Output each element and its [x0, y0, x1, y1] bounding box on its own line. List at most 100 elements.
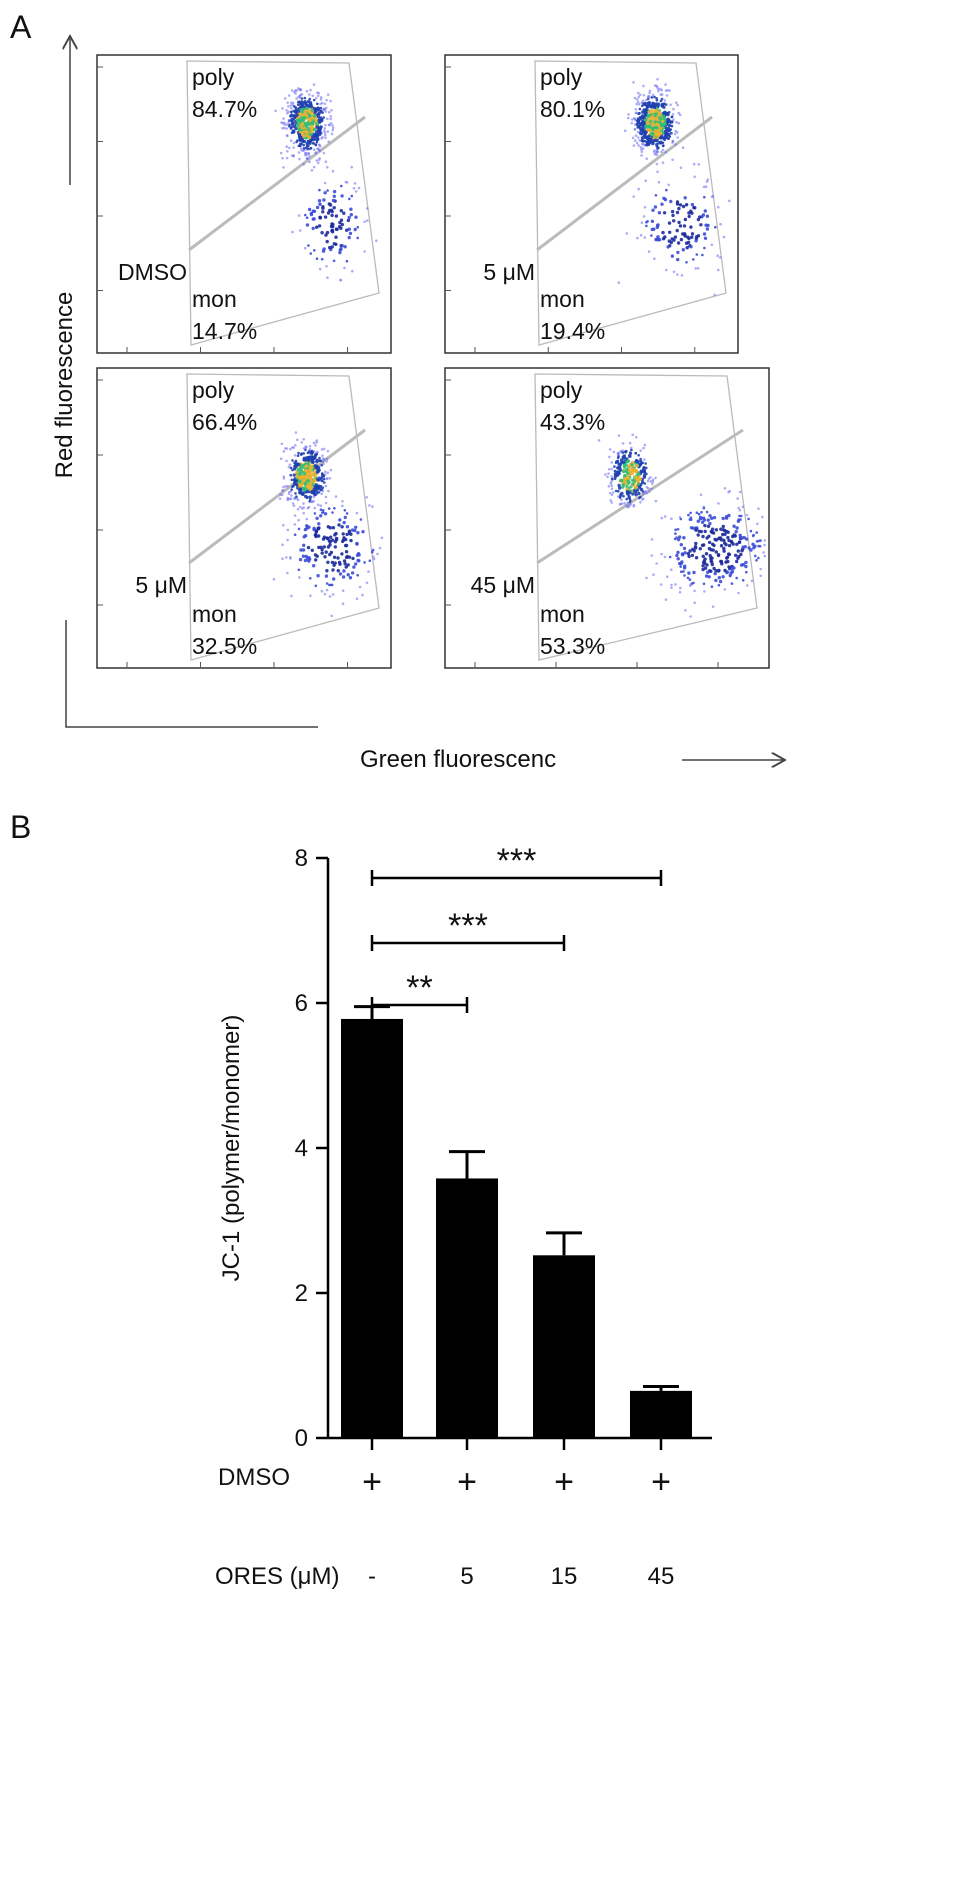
event-dot	[309, 211, 313, 216]
event-dot	[303, 246, 307, 250]
event-dot	[316, 106, 320, 109]
event-dot	[621, 483, 625, 487]
event-dot	[638, 107, 642, 111]
event-dot	[324, 110, 328, 113]
event-dot	[363, 561, 366, 564]
event-dot	[632, 144, 636, 147]
event-dot	[303, 534, 308, 538]
x-tick-label: -	[368, 1563, 376, 1590]
dmso-marker: +	[362, 1463, 382, 1501]
event-dot	[307, 147, 310, 151]
event-dot	[323, 555, 327, 559]
event-dot	[597, 439, 601, 442]
event-dot	[285, 134, 289, 137]
event-dot	[759, 567, 762, 571]
event-dot	[309, 147, 312, 150]
event-dot	[716, 254, 719, 257]
event-dot	[321, 472, 324, 475]
event-dot	[296, 103, 300, 106]
event-dot	[326, 211, 331, 215]
event-dot	[658, 116, 662, 120]
event-dot	[315, 225, 319, 229]
event-dot	[694, 267, 697, 270]
event-dot	[322, 447, 326, 451]
event-dot	[342, 536, 346, 540]
event-dot	[717, 576, 721, 580]
event-dot	[306, 100, 311, 104]
event-dot	[698, 517, 703, 521]
event-dot	[296, 454, 300, 458]
event-dot	[635, 102, 638, 106]
event-dot	[311, 94, 315, 98]
event-dot	[755, 540, 759, 543]
event-dot	[676, 550, 680, 555]
event-dot	[306, 489, 310, 494]
event-dot	[344, 543, 348, 548]
event-dot	[617, 489, 620, 493]
event-dot	[635, 464, 639, 468]
event-dot	[312, 83, 316, 86]
event-dot	[288, 125, 291, 128]
event-dot	[300, 122, 305, 126]
event-dot	[297, 100, 300, 104]
event-dot	[702, 582, 706, 586]
event-dot	[304, 464, 309, 468]
event-dot	[661, 144, 665, 148]
event-dot	[287, 94, 291, 97]
event-dot	[282, 450, 286, 453]
condition-label: 5 μM	[135, 572, 187, 598]
event-dot	[672, 238, 676, 242]
event-dot	[328, 123, 331, 127]
event-dot	[323, 191, 327, 195]
event-dot	[324, 123, 327, 127]
event-dot	[307, 458, 311, 462]
event-dot	[289, 466, 293, 470]
event-dot	[281, 557, 284, 560]
event-dot	[643, 458, 646, 461]
event-dot	[289, 139, 293, 142]
event-dot	[290, 107, 293, 110]
event-dot	[725, 555, 730, 559]
event-dot	[735, 559, 739, 564]
event-dot	[305, 216, 309, 219]
event-dot	[642, 94, 646, 97]
event-dot	[693, 601, 696, 605]
flow-plot: poly 84.7% mon 14.7% DMSO	[96, 54, 392, 354]
event-dot	[639, 501, 642, 504]
event-dot	[683, 217, 688, 222]
event-dot	[304, 129, 308, 134]
event-dot	[697, 163, 701, 166]
event-dot	[290, 494, 293, 497]
event-dot	[692, 581, 695, 585]
event-dot	[315, 122, 319, 126]
event-dot	[706, 518, 710, 522]
event-dot	[680, 552, 685, 556]
event-dot	[338, 518, 342, 522]
event-dot	[649, 476, 652, 479]
event-dot	[745, 570, 748, 574]
event-dot	[647, 124, 651, 129]
event-dot	[682, 224, 687, 228]
event-dot	[655, 117, 659, 121]
event-dot	[698, 547, 702, 551]
event-dot	[326, 93, 330, 96]
event-dot	[675, 101, 678, 104]
event-dot	[329, 117, 332, 121]
event-dot	[285, 156, 289, 160]
event-dot	[710, 562, 714, 567]
event-dot	[662, 136, 666, 140]
event-dot	[370, 550, 374, 554]
event-dot	[660, 123, 664, 127]
event-dot	[295, 462, 299, 466]
event-dot	[302, 143, 306, 147]
event-dot	[372, 557, 376, 561]
event-dot	[331, 126, 335, 130]
event-dot	[343, 266, 346, 270]
event-dot	[719, 527, 723, 531]
event-dot	[320, 589, 324, 593]
gate-poly-label: poly	[540, 64, 583, 90]
event-dot	[340, 552, 344, 556]
event-dot	[633, 139, 637, 142]
event-dot	[689, 511, 692, 515]
event-dot	[701, 534, 705, 539]
